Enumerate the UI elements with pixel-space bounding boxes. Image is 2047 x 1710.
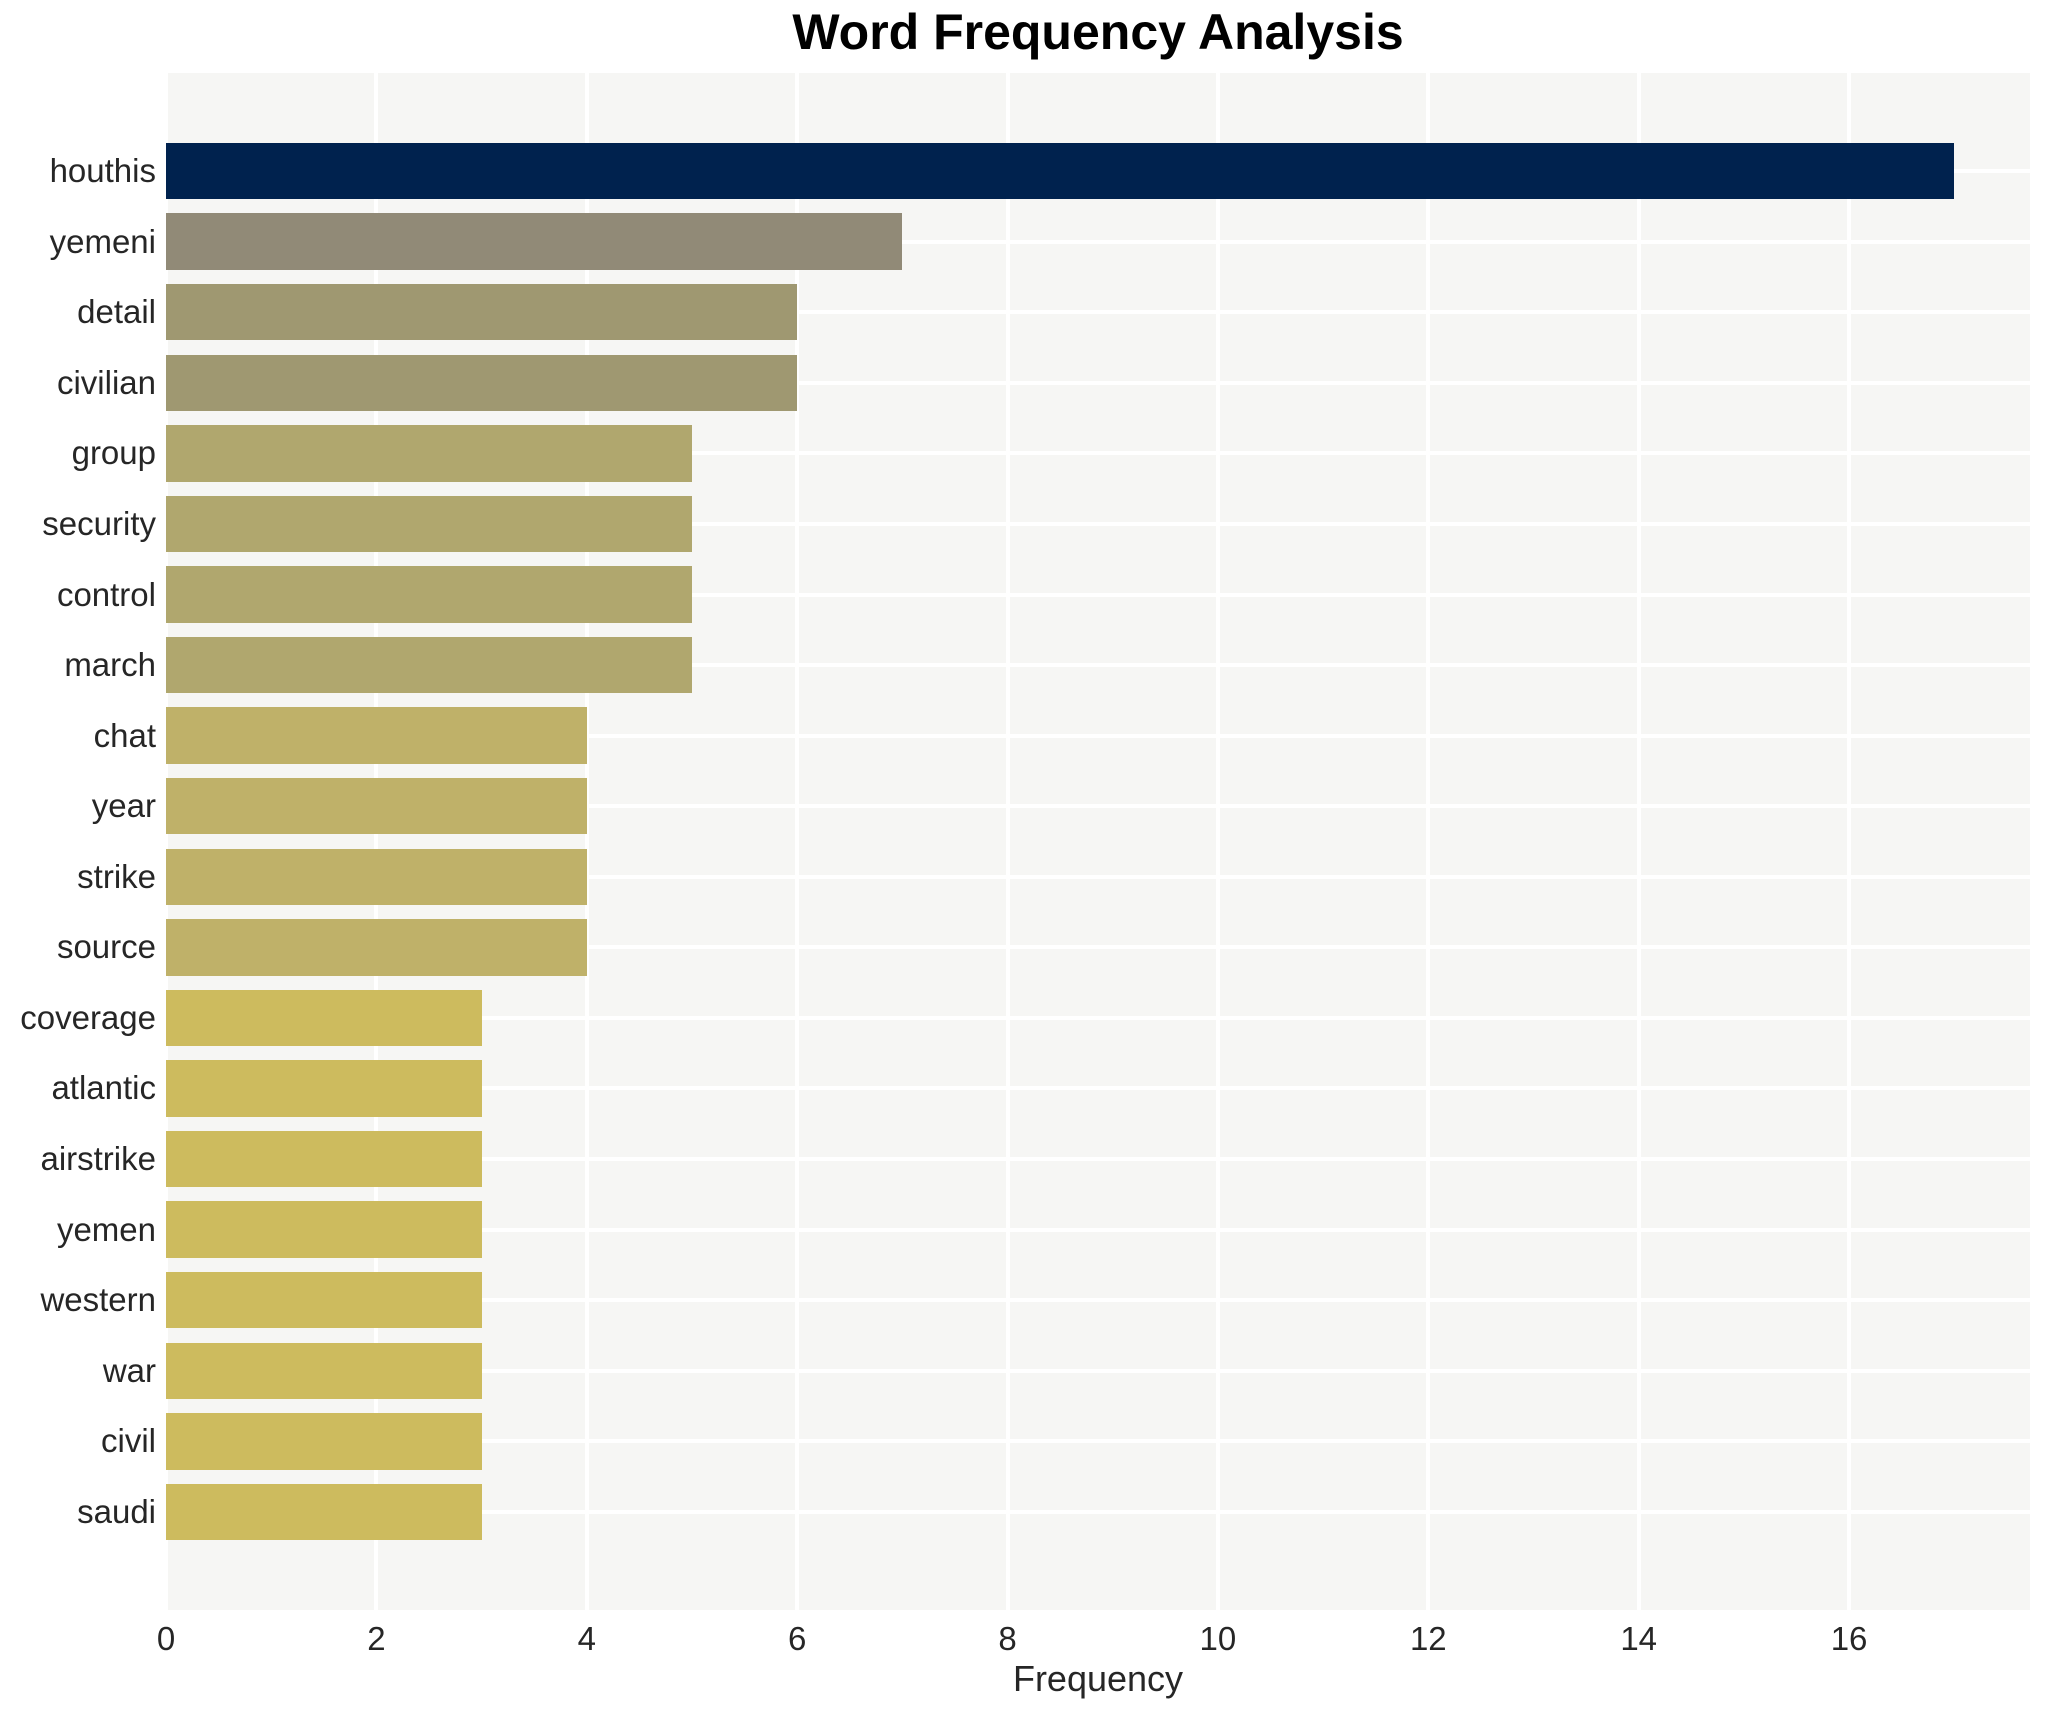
y-tick-label-source: source xyxy=(56,928,156,966)
x-tick-label-4: 4 xyxy=(577,1620,596,1657)
vertical-gridline-8 xyxy=(1005,73,1010,1610)
vertical-gridline-12 xyxy=(1426,73,1431,1610)
x-tick-label-14: 14 xyxy=(1620,1620,1658,1657)
y-tick-label-civil: civil xyxy=(101,1422,156,1460)
horizontal-gridline-yemeni xyxy=(166,239,2030,244)
horizontal-gridline-civilian xyxy=(166,380,2030,385)
bar-coverage xyxy=(166,989,482,1047)
bar-security xyxy=(166,495,692,553)
bar-detail xyxy=(166,284,798,341)
horizontal-gridline-source xyxy=(166,945,2030,950)
bar-civil xyxy=(166,1413,482,1470)
horizontal-gridline-airstrike xyxy=(166,1157,2030,1162)
plot-area xyxy=(164,73,2030,1610)
bar-control xyxy=(166,566,692,623)
bar-western xyxy=(166,1271,482,1329)
bar-chat xyxy=(166,707,587,764)
bar-atlantic xyxy=(166,1060,482,1117)
vertical-gridline-6 xyxy=(795,73,800,1610)
y-tick-label-year: year xyxy=(91,787,156,825)
horizontal-gridline-security xyxy=(166,521,2030,526)
horizontal-gridline-control xyxy=(166,592,2030,597)
y-tick-label-security: security xyxy=(42,504,156,542)
y-tick-label-houthis: houthis xyxy=(49,152,156,190)
horizontal-gridline-chat xyxy=(166,733,2030,738)
bar-yemen xyxy=(166,1201,482,1258)
x-tick-label-6: 6 xyxy=(787,1620,807,1657)
bar-saudi xyxy=(166,1483,482,1541)
horizontal-gridline-saudi xyxy=(166,1509,2030,1514)
bar-march xyxy=(166,636,692,694)
y-tick-label-coverage: coverage xyxy=(20,998,156,1036)
bar-airstrike xyxy=(166,1130,482,1188)
vertical-gridline-14 xyxy=(1636,73,1641,1610)
horizontal-gridline-group xyxy=(166,451,2030,456)
x-tick-label-0: 0 xyxy=(156,1620,176,1657)
x-axis-title: Frequency xyxy=(1012,1658,1184,1699)
x-tick-label-16: 16 xyxy=(1830,1620,1868,1657)
y-tick-label-detail: detail xyxy=(77,293,156,331)
vertical-gridline-0 xyxy=(164,73,168,1610)
bar-source xyxy=(166,919,587,976)
y-tick-label-control: control xyxy=(56,575,156,613)
y-tick-label-strike: strike xyxy=(77,857,156,895)
y-tick-label-chat: chat xyxy=(93,716,156,754)
bar-strike xyxy=(166,848,587,905)
bar-yemeni xyxy=(166,213,903,270)
y-tick-label-group: group xyxy=(71,434,156,472)
bar-houthis xyxy=(166,142,1955,200)
x-tick-label-10: 10 xyxy=(1199,1620,1237,1657)
horizontal-gridline-atlantic xyxy=(166,1086,2030,1091)
x-tick-label-2: 2 xyxy=(367,1620,386,1657)
y-tick-label-saudi: saudi xyxy=(77,1492,156,1530)
y-tick-label-civilian: civilian xyxy=(56,363,156,401)
y-tick-label-march: march xyxy=(64,646,156,684)
horizontal-gridline-strike xyxy=(166,874,2030,879)
bar-civilian xyxy=(166,354,798,412)
y-tick-label-yemen: yemen xyxy=(56,1210,156,1248)
horizontal-gridline-yemen xyxy=(166,1227,2030,1232)
vertical-gridline-2 xyxy=(374,73,379,1610)
y-tick-label-atlantic: atlantic xyxy=(51,1069,156,1107)
y-tick-label-yemeni: yemeni xyxy=(49,222,156,260)
y-tick-label-western: western xyxy=(40,1281,156,1319)
x-tick-label-12: 12 xyxy=(1409,1620,1447,1657)
vertical-gridline-16 xyxy=(1847,73,1852,1610)
bar-year xyxy=(166,777,587,835)
horizontal-gridline-year xyxy=(166,804,2030,809)
horizontal-gridline-western xyxy=(166,1298,2030,1303)
horizontal-gridline-war xyxy=(166,1368,2030,1373)
horizontal-gridline-detail xyxy=(166,310,2030,315)
y-tick-label-airstrike: airstrike xyxy=(40,1140,156,1178)
y-tick-label-war: war xyxy=(102,1351,156,1389)
vertical-gridline-10 xyxy=(1215,73,1220,1610)
horizontal-gridline-march xyxy=(166,663,2030,668)
chart-title: Word Frequency Analysis xyxy=(792,4,1404,60)
vertical-gridline-4 xyxy=(584,73,589,1610)
horizontal-gridline-coverage xyxy=(166,1015,2030,1020)
bar-group xyxy=(166,425,692,482)
x-tick-label-8: 8 xyxy=(998,1620,1017,1657)
bar-war xyxy=(166,1342,482,1399)
horizontal-gridline-civil xyxy=(166,1439,2030,1444)
